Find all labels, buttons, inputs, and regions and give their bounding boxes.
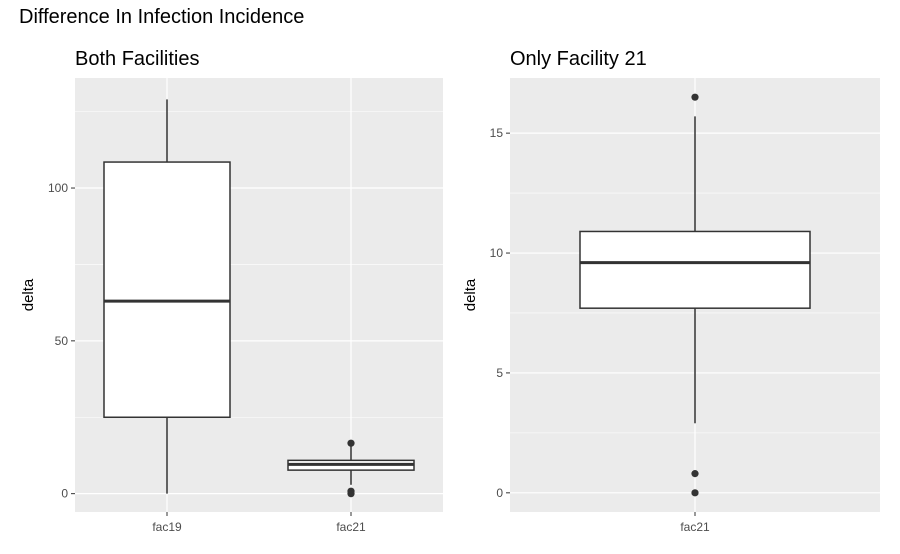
panel-2: 0 5 10 15 fac21 Only Facility 21 delta (462, 48, 880, 534)
x-tick-label: fac19 (152, 520, 182, 534)
x-tick-label: fac21 (336, 520, 366, 534)
outlier-point (691, 489, 699, 497)
x-tick-label: fac21 (680, 520, 710, 534)
box-iqr (579, 230, 811, 309)
y-tick-label: 0 (61, 487, 68, 501)
outlier-point (691, 93, 699, 101)
y-tick-label: 0 (496, 486, 503, 500)
outlier-point (347, 439, 355, 447)
box-fac19 (103, 99, 231, 494)
y-axis-title: delta (462, 278, 479, 311)
panel-title: Both Facilities (75, 48, 200, 70)
y-axis-title: delta (20, 278, 37, 311)
y-tick-label: 50 (55, 334, 69, 348)
outlier-point (691, 470, 699, 478)
box-iqr (103, 161, 231, 419)
y-tick-label: 10 (490, 246, 504, 260)
y-tick-label: 100 (48, 181, 68, 195)
y-tick-label: 5 (496, 366, 503, 380)
box-fac21 (287, 439, 415, 498)
panel-title: Only Facility 21 (510, 48, 647, 70)
panel-1: 0 50 100 fac19 fac21 Both Facilities delta (20, 48, 443, 534)
box-fac21 (579, 93, 811, 497)
y-tick-label: 15 (490, 126, 504, 140)
outlier-point (347, 490, 355, 498)
page-title: Difference In Infection Incidence (19, 6, 305, 28)
